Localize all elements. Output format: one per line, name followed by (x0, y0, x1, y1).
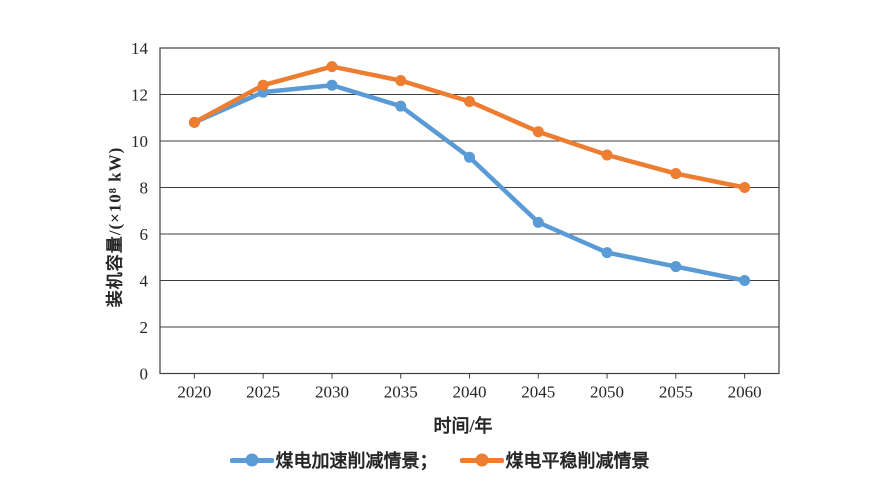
y-tick-label: 0 (140, 365, 149, 384)
legend-dot-icon (245, 453, 258, 467)
data-point (464, 95, 475, 107)
y-tick-label: 8 (140, 179, 149, 198)
data-point (532, 216, 544, 228)
data-point (601, 149, 613, 161)
y-axis-title: 装机容量/(×10⁸ kW) (105, 146, 125, 308)
x-tick-label: 2060 (728, 383, 762, 402)
x-tick-label: 2020 (177, 383, 211, 402)
data-point (257, 79, 269, 91)
data-point (326, 79, 338, 91)
y-tick-label: 10 (131, 132, 148, 151)
x-tick-label: 2055 (659, 383, 693, 402)
data-point (739, 275, 751, 286)
legend-label: 煤电平稳削减情景 (505, 451, 650, 471)
x-axis-title: 时间/年 (433, 416, 493, 436)
y-tick-label: 4 (140, 272, 149, 291)
data-point (601, 247, 613, 259)
data-point (395, 75, 407, 87)
legend-item-accelerated-reduction: 煤电加速削减情景； (229, 447, 438, 473)
legend-label: 煤电加速削减情景； (275, 451, 438, 471)
x-tick-label: 2040 (453, 383, 487, 402)
legend-marker-blue (229, 453, 274, 467)
y-tick-label: 6 (140, 225, 149, 244)
x-tick-label: 2030 (315, 383, 349, 402)
series-line-0 (192, 82, 747, 283)
data-point (395, 100, 407, 112)
data-point (532, 126, 544, 138)
data-point (326, 61, 338, 73)
legend-item-steady-reduction: 煤电平稳削减情景 (459, 447, 650, 473)
data-point (670, 261, 682, 273)
x-tick-label: 2025 (246, 383, 280, 402)
data-point (188, 116, 200, 128)
x-tick-label: 2045 (521, 383, 555, 402)
data-point (670, 168, 682, 180)
x-tick-label: 2050 (590, 383, 624, 402)
data-point (739, 182, 751, 193)
y-tick-label: 2 (140, 318, 149, 337)
x-tick-label: 2035 (384, 383, 418, 402)
legend-dot-icon (475, 453, 488, 467)
y-tick-label: 14 (131, 39, 149, 58)
series-line-1 (192, 64, 747, 190)
legend-marker-orange (459, 453, 504, 467)
y-tick-label: 12 (131, 86, 148, 105)
data-point (464, 151, 475, 163)
legend: 煤电加速削减情景； 煤电平稳削减情景 (0, 447, 879, 473)
